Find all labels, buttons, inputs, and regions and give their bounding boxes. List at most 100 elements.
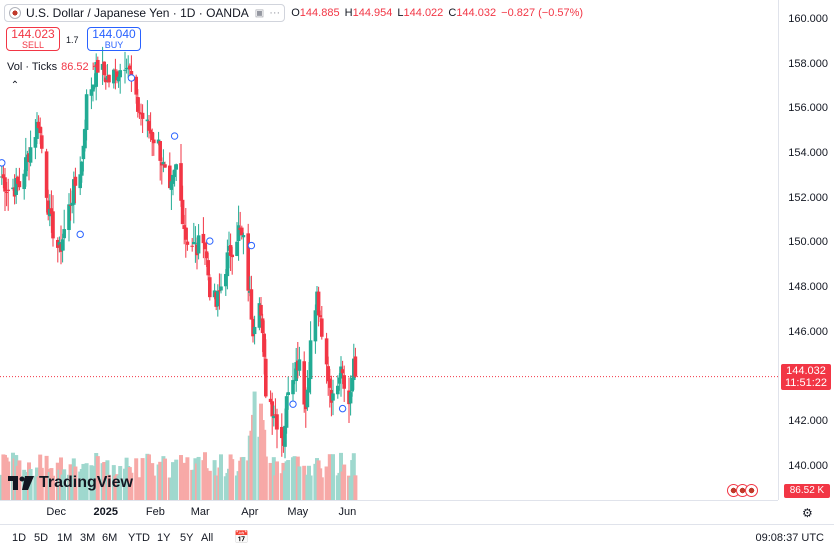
candle-body[interactable] bbox=[94, 62, 98, 87]
event-marker-icon[interactable] bbox=[206, 237, 214, 245]
candle-body[interactable] bbox=[174, 164, 178, 170]
candle-body[interactable] bbox=[337, 377, 342, 384]
candle-body[interactable] bbox=[280, 426, 284, 439]
candle-body[interactable] bbox=[14, 178, 18, 195]
candle-body[interactable] bbox=[22, 173, 26, 190]
candle-body[interactable] bbox=[62, 229, 66, 239]
candle-body[interactable] bbox=[246, 233, 250, 291]
candle-body[interactable] bbox=[24, 157, 28, 177]
candle-body[interactable] bbox=[40, 135, 44, 149]
candle-body[interactable] bbox=[16, 176, 20, 184]
candle-body[interactable] bbox=[297, 359, 302, 371]
candle-body[interactable] bbox=[225, 252, 230, 277]
candle-body[interactable] bbox=[318, 315, 322, 318]
candle-body[interactable] bbox=[180, 199, 185, 225]
time-axis[interactable]: Dec 2025 Feb Mar Apr May Jun bbox=[0, 500, 778, 524]
event-marker-icon[interactable] bbox=[0, 159, 6, 167]
candle-body[interactable] bbox=[340, 369, 345, 374]
candle-body[interactable] bbox=[102, 61, 106, 76]
candle-body[interactable] bbox=[60, 239, 65, 251]
more-icon[interactable]: ··· bbox=[269, 7, 281, 19]
candle-body[interactable] bbox=[228, 245, 233, 256]
candle-body[interactable] bbox=[224, 274, 228, 287]
candle-body[interactable] bbox=[44, 151, 49, 198]
candle-body[interactable] bbox=[291, 380, 295, 395]
candle-body[interactable] bbox=[67, 204, 71, 231]
candle-body[interactable] bbox=[328, 378, 332, 388]
candle-body[interactable] bbox=[172, 169, 177, 178]
candle-body[interactable] bbox=[148, 129, 153, 134]
timeframe-button[interactable]: 6M bbox=[102, 532, 118, 544]
candle-body[interactable] bbox=[169, 181, 174, 190]
candle-body[interactable] bbox=[1, 174, 6, 179]
price-axis[interactable]: 160.000 158.000 156.000 154.000 152.000 150.0… bbox=[778, 0, 834, 500]
candle-body[interactable] bbox=[116, 76, 121, 82]
candle-body[interactable] bbox=[206, 260, 210, 276]
candle-body[interactable] bbox=[184, 227, 188, 240]
calendar-icon[interactable]: 📅 bbox=[234, 530, 249, 544]
candle-body[interactable] bbox=[161, 162, 166, 165]
timeframe-button[interactable]: All bbox=[201, 532, 214, 544]
candle-body[interactable] bbox=[235, 241, 239, 256]
candle-body[interactable] bbox=[83, 128, 87, 149]
candle-body[interactable] bbox=[150, 131, 154, 141]
candle-body[interactable] bbox=[268, 398, 273, 403]
candle-body[interactable] bbox=[284, 396, 289, 428]
chart-area[interactable] bbox=[0, 0, 778, 500]
candle-body[interactable] bbox=[113, 69, 118, 71]
buy-button[interactable]: 144.040 BUY bbox=[87, 27, 141, 51]
event-marker-icon[interactable] bbox=[247, 241, 256, 250]
candle-body[interactable] bbox=[51, 211, 55, 239]
timeframe-button[interactable]: 3M bbox=[80, 532, 96, 544]
candle-body[interactable] bbox=[3, 177, 7, 192]
event-marker-icon[interactable] bbox=[76, 230, 84, 239]
candle-body[interactable] bbox=[230, 254, 234, 258]
event-marker-icon[interactable] bbox=[338, 404, 347, 413]
candle-body[interactable] bbox=[168, 165, 172, 189]
economic-events[interactable] bbox=[727, 484, 758, 497]
candle-body[interactable] bbox=[219, 286, 223, 291]
candle-body[interactable] bbox=[179, 163, 183, 201]
candle-body[interactable] bbox=[262, 333, 266, 357]
candle-body[interactable] bbox=[316, 291, 321, 316]
candle-body[interactable] bbox=[147, 121, 151, 131]
candle-body[interactable] bbox=[104, 77, 108, 83]
candle-body[interactable] bbox=[57, 242, 62, 246]
symbol-selector[interactable]: U.S. Dollar / Japanese Yen · 1D · OANDA … bbox=[4, 4, 286, 22]
candle-body[interactable] bbox=[286, 392, 290, 396]
candle-body[interactable] bbox=[308, 340, 313, 380]
candle-body[interactable] bbox=[204, 251, 209, 259]
candle-body[interactable] bbox=[4, 192, 9, 194]
utc-clock[interactable]: 09:08:37 UTC bbox=[755, 532, 824, 544]
candle-body[interactable] bbox=[342, 375, 346, 389]
candle-body[interactable] bbox=[259, 304, 263, 316]
candle-body[interactable] bbox=[91, 84, 95, 92]
candle-body[interactable] bbox=[73, 176, 78, 186]
price-chart[interactable] bbox=[0, 0, 778, 500]
timeframe-button[interactable]: 1M bbox=[57, 532, 73, 544]
event-marker-icon[interactable] bbox=[127, 74, 136, 82]
timeframe-button[interactable]: YTD bbox=[128, 532, 150, 544]
candle-body[interactable] bbox=[336, 385, 340, 395]
candle-body[interactable] bbox=[331, 393, 335, 401]
candle-body[interactable] bbox=[305, 389, 310, 408]
candle-body[interactable] bbox=[208, 277, 212, 298]
candle-body[interactable] bbox=[196, 235, 201, 254]
candle-body[interactable] bbox=[348, 392, 353, 404]
candle-body[interactable] bbox=[313, 310, 318, 342]
sell-button[interactable]: 144.023 SELL bbox=[6, 27, 60, 51]
candle-body[interactable] bbox=[80, 161, 84, 176]
candle-body[interactable] bbox=[182, 225, 186, 229]
timeframe-button[interactable]: 1D bbox=[12, 532, 27, 544]
candle-body[interactable] bbox=[158, 141, 162, 161]
candle-body[interactable] bbox=[272, 415, 276, 419]
candle-body[interactable] bbox=[38, 126, 42, 134]
event-marker-icon[interactable] bbox=[289, 400, 297, 408]
candle-body[interactable] bbox=[140, 112, 145, 119]
candle-body[interactable] bbox=[36, 121, 41, 129]
candle-body[interactable] bbox=[107, 74, 111, 83]
candle-body[interactable] bbox=[217, 290, 222, 292]
candle-body[interactable] bbox=[216, 290, 220, 307]
timeframe-button[interactable]: 1Y bbox=[157, 532, 171, 544]
volume-legend[interactable]: Vol · Ticks 86.52 K bbox=[7, 61, 99, 73]
